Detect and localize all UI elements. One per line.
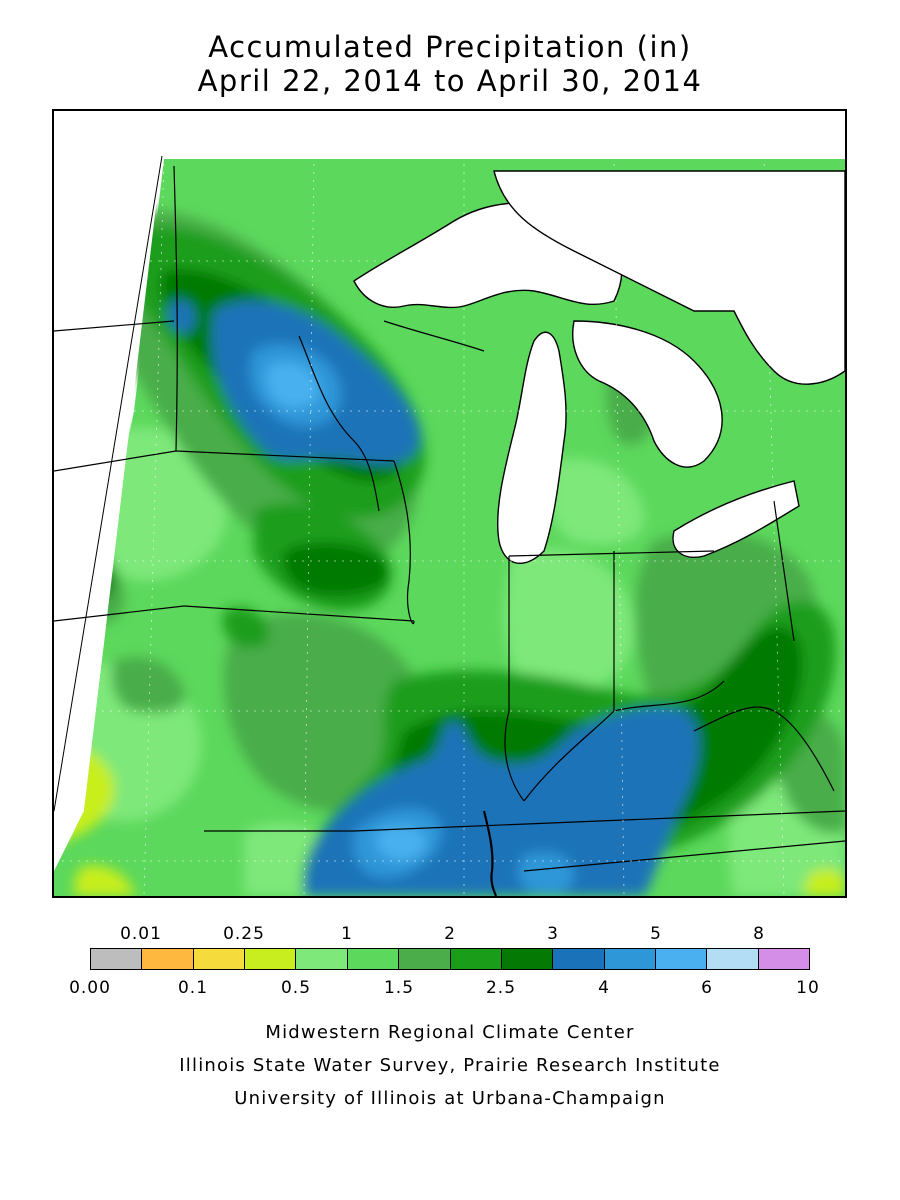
field-5-0-lightestblue (266, 362, 320, 409)
lake-michigan (496, 331, 567, 564)
field-1-5-med (54, 538, 125, 625)
field-2-0-dark (222, 607, 270, 648)
field-1-5-med (112, 657, 185, 713)
ne-sd-border (54, 450, 177, 472)
legend-swatch (142, 949, 194, 969)
legend-swatch (91, 949, 143, 969)
nd-mn-border (173, 165, 178, 452)
great-lakes (353, 170, 845, 564)
credit-mrcc: Midwestern Regional Climate Center (265, 1022, 635, 1043)
legend-swatch (450, 949, 502, 969)
wi-mi-up-border (383, 320, 485, 352)
lake-erie (672, 480, 800, 558)
graticule-line (763, 155, 785, 896)
legend-bottom-label: 6 (701, 978, 713, 998)
credit-isws: Illinois State Water Survey, Prairie Res… (179, 1055, 721, 1076)
field-0-25-yellow (804, 869, 845, 896)
mississippi-river (482, 810, 498, 896)
field-2-5-darkest (283, 542, 389, 596)
map-date-range: April 22, 2014 to April 30, 2014 (197, 64, 703, 98)
ky-tn-border (523, 840, 845, 872)
legend-top-label: 0.01 (120, 924, 162, 944)
legend-top-label: 2 (444, 924, 456, 944)
mo-ky-border (353, 810, 845, 832)
legend-swatch (501, 949, 554, 969)
mn-ia-border (175, 450, 395, 462)
il-in-border (504, 556, 525, 802)
oh-east-border (773, 500, 795, 642)
domain-edge (54, 155, 163, 812)
legend-bottom-label: 0.5 (280, 978, 312, 998)
graticule-line (143, 155, 165, 896)
legend: 0.01 0.25 1 2 3 5 8 0.00 0.1 0.5 1.5 2.5… (0, 920, 900, 1010)
legend-bottom-label: 4 (598, 978, 610, 998)
legend-top-label: 5 (650, 924, 662, 944)
field-0-1-orange (59, 769, 79, 808)
field-5-0-lightestblue (375, 825, 426, 861)
state-borders (54, 165, 845, 872)
ia-mo-border (183, 605, 415, 622)
legend-top-label: 1 (341, 924, 353, 944)
legend-swatch (553, 949, 605, 969)
field-1-0-light (504, 548, 635, 693)
legend-bottom-label: 1.5 (383, 978, 415, 998)
legend-top-label: 8 (753, 924, 765, 944)
legend-color-bar (90, 948, 810, 970)
legend-swatch (296, 949, 348, 969)
graticule-line (303, 155, 315, 896)
ia-il-border (393, 460, 415, 624)
mi-in-border (508, 550, 715, 557)
legend-swatch (245, 949, 297, 969)
field-1-0-light (549, 458, 645, 545)
legend-swatch (347, 949, 400, 969)
map-title: Accumulated Precipitation (in) (208, 30, 692, 64)
legend-bottom-label: 2.5 (485, 978, 517, 998)
field-1-0-light (91, 427, 227, 581)
legend-swatch (655, 949, 708, 969)
mn-wi-border (298, 335, 380, 512)
legend-top-label: 3 (547, 924, 559, 944)
legend-bottom-label: 10 (796, 978, 820, 998)
legend-top-label: 0.25 (223, 924, 265, 944)
credit-uiuc: University of Illinois at Urbana-Champai… (234, 1088, 666, 1109)
field-2-5-darkest (54, 547, 114, 603)
lake-huron (572, 320, 723, 468)
map-canvas (54, 155, 845, 896)
legend-swatch (399, 949, 451, 969)
legend-bottom-label: 0.1 (177, 978, 209, 998)
legend-swatch (758, 949, 810, 969)
field-3-0-blue (167, 300, 196, 333)
field-4-0-lightblue (518, 852, 574, 894)
graticule (54, 155, 845, 896)
sd-nd-border (54, 320, 175, 332)
legend-swatch (604, 949, 656, 969)
mississippi-river-path (482, 810, 498, 896)
ontario-land (493, 170, 845, 385)
legend-swatch (193, 949, 246, 969)
ks-ne-border (54, 605, 185, 622)
legend-bottom-label: 0.00 (69, 978, 111, 998)
precipitation-map (52, 109, 847, 898)
legend-swatch (707, 949, 759, 969)
graticule-line (613, 155, 625, 896)
field-0-25-yellow (74, 865, 134, 896)
